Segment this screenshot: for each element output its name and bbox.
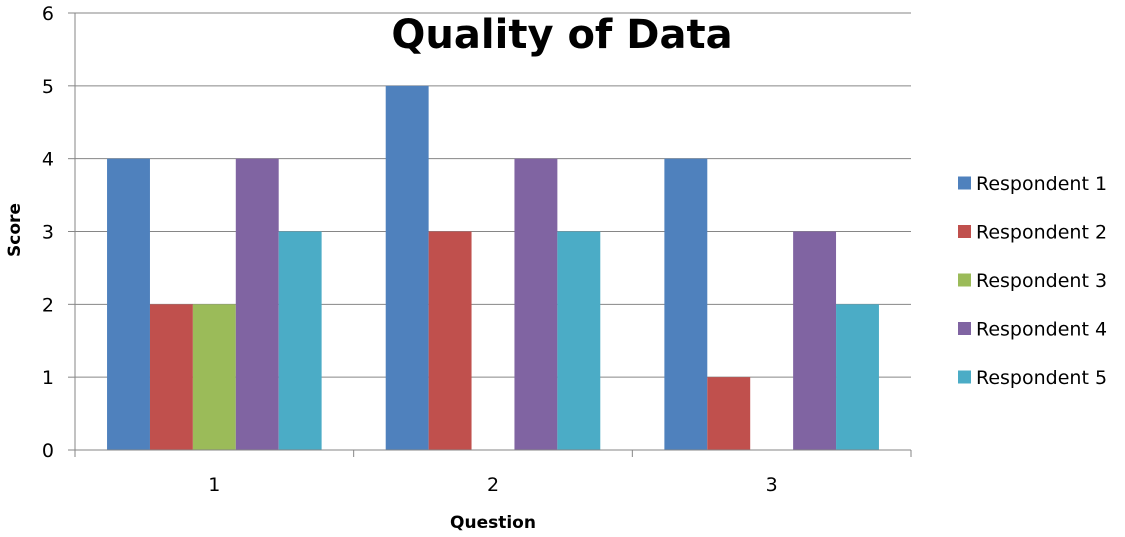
bar-q3-respondent-5 — [836, 304, 879, 450]
x-tick-labels: 1 2 3 — [208, 474, 777, 496]
bars — [107, 85, 879, 450]
chart-title: Quality of Data — [391, 12, 732, 58]
legend-label: Respondent 4 — [976, 319, 1107, 341]
legend-label: Respondent 5 — [976, 367, 1107, 389]
bar-q1-respondent-2 — [149, 304, 193, 450]
bar-q2-respondent-1 — [385, 85, 429, 450]
y-tick-label: 0 — [42, 440, 54, 462]
bar-q3-respondent-2 — [707, 377, 751, 450]
legend-swatch — [958, 322, 971, 335]
bar-q2-respondent-5 — [557, 231, 601, 450]
legend-label: Respondent 2 — [976, 222, 1107, 244]
bar-q1-respondent-3 — [192, 304, 236, 450]
y-tick-label: 6 — [42, 3, 54, 25]
bar-q2-respondent-4 — [514, 158, 558, 450]
y-tick-labels: 0 1 2 3 4 5 6 — [42, 3, 54, 462]
legend-label: Respondent 3 — [976, 270, 1107, 292]
y-tick-label: 4 — [42, 149, 54, 171]
x-tick-label: 2 — [487, 474, 499, 496]
x-tick-label: 3 — [766, 474, 778, 496]
bar-q1-respondent-5 — [278, 231, 322, 450]
legend: Respondent 1 Respondent 2 Respondent 3 Resp… — [958, 173, 1107, 389]
legend-swatch — [958, 370, 971, 384]
legend-swatch — [958, 225, 971, 238]
x-axis-title: Question — [450, 513, 536, 533]
legend-label: Respondent 1 — [976, 173, 1107, 195]
bar-q3-respondent-4 — [793, 231, 837, 450]
bar-q1-respondent-1 — [107, 158, 150, 450]
axes — [68, 12, 912, 457]
bar-q2-respondent-2 — [428, 231, 472, 450]
y-tick-label: 5 — [42, 76, 54, 98]
bar-q1-respondent-4 — [235, 158, 279, 450]
y-tick-label: 3 — [42, 222, 54, 244]
y-tick-label: 2 — [42, 294, 54, 316]
y-tick-label: 1 — [42, 367, 54, 389]
x-tick-label: 1 — [208, 474, 220, 496]
legend-swatch — [958, 273, 971, 287]
y-axis-title: Score — [5, 203, 25, 257]
bar-q3-respondent-1 — [664, 158, 708, 450]
legend-swatch — [958, 176, 971, 190]
